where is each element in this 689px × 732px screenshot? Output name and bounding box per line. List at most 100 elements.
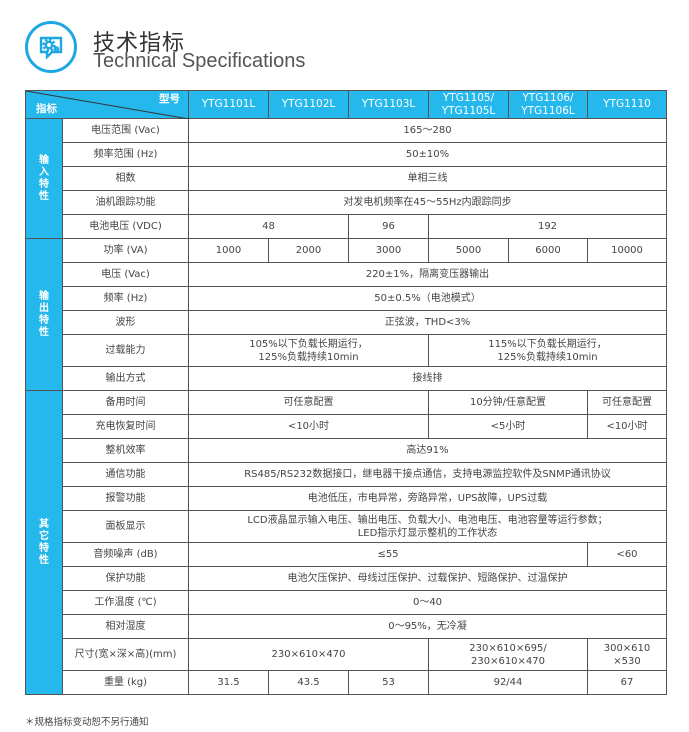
table-row: 波形 正弦波，THD<3% — [26, 310, 667, 335]
page-title: 技术指标 — [93, 31, 186, 56]
spec-label: 输出方式 — [62, 366, 189, 391]
spec-label: 通信功能 — [62, 462, 189, 487]
index-label: 指标 — [36, 103, 57, 115]
spec-label: 过载能力 — [62, 334, 189, 367]
spec-value: 电池低压，市电异常，旁路异常，UPS故障，UPS过载 — [188, 486, 667, 511]
spec-label: 保护功能 — [62, 566, 189, 591]
spec-value: LCD液晶显示输入电压、输出电压、负载大小、电池电压、电池容量等运行参数； LE… — [188, 510, 667, 543]
spec-value: 115%以下负载长期运行， 125%负载持续10min — [428, 334, 667, 367]
spec-value: 正弦波，THD<3% — [188, 310, 667, 335]
table-row: 报警功能 电池低压，市电异常，旁路异常，UPS故障，UPS过载 — [26, 486, 667, 511]
spec-label: 相对湿度 — [62, 614, 189, 639]
model-header: YTG1106/ YTG1106L — [508, 90, 588, 119]
spec-value: 可任意配置 — [188, 390, 429, 415]
model-header: YTG1105/ YTG1105L — [428, 90, 509, 119]
spec-label: 功率 (VA) — [62, 238, 189, 263]
table-row: 油机跟踪功能 对发电机频率在45～55Hz内跟踪同步 — [26, 190, 667, 215]
spec-label: 工作温度 (℃) — [62, 590, 189, 615]
spec-value: 接线排 — [188, 366, 667, 391]
spec-value: <60 — [587, 542, 667, 567]
table-row: 电压 (Vac) 220±1%，隔离变压器输出 — [26, 262, 667, 287]
spec-value: 67 — [587, 670, 667, 695]
spec-value: 31.5 — [188, 670, 269, 695]
spec-value: 43.5 — [268, 670, 349, 695]
spec-value: <10小时 — [587, 414, 667, 439]
spec-value: 92/44 — [428, 670, 588, 695]
spec-value: 电池欠压保护、母线过压保护、过载保护、短路保护、过温保护 — [188, 566, 667, 591]
table-row: 频率 (Hz) 50±0.5%（电池模式） — [26, 286, 667, 311]
table-row: 工作温度 (℃) 0～40 — [26, 590, 667, 615]
spec-label: 频率范围 (Hz) — [62, 142, 189, 167]
corner-header: 型号 指标 — [25, 90, 189, 119]
table-row: 输 出 特 性功率 (VA) 1000 2000 3000 5000 6000 10000 — [25, 238, 667, 391]
spec-value: 50±0.5%（电池模式） — [188, 286, 667, 311]
spec-label: 电压范围 (Vac) — [62, 118, 189, 143]
spec-value: 96 — [348, 214, 429, 239]
spec-label: 备用时间 — [62, 390, 189, 415]
spec-value: 53 — [348, 670, 429, 695]
spec-value: 2000 — [268, 238, 349, 263]
spec-value: <10小时 — [188, 414, 429, 439]
table-row: 尺寸(宽×深×高)(mm) 230×610×470 230×610×695/ 230… — [26, 638, 667, 671]
table-row: 面板显示 LCD液晶显示输入电压、输出电压、负载大小、电池电压、电池容量等运行参数… — [26, 510, 667, 543]
table-row: 相数 单相三线 — [26, 166, 667, 191]
spec-value: 230×610×695/ 230×610×470 — [428, 638, 588, 671]
table-row: 电池电压 (VDC) 48 96 192 — [26, 214, 667, 239]
spec-value: RS485/RS232数据接口，继电器干接点通信，支持电源监控软件及SNMP通讯… — [188, 462, 667, 487]
spec-value: 3000 — [348, 238, 429, 263]
table-row: 输 入 特 性电压范围 (Vac) 165～280 — [25, 118, 667, 239]
spec-value: 10分钟/任意配置 — [428, 390, 588, 415]
spec-label: 报警功能 — [62, 486, 189, 511]
spec-value: 单相三线 — [188, 166, 667, 191]
spec-value: 165～280 — [188, 118, 667, 143]
table-row: 保护功能 电池欠压保护、母线过压保护、过载保护、短路保护、过温保护 — [26, 566, 667, 591]
spec-value: 对发电机频率在45～55Hz内跟踪同步 — [188, 190, 667, 215]
spec-value: 0～40 — [188, 590, 667, 615]
model-header: YTG1103L — [348, 90, 429, 119]
spec-value: 105%以下负载长期运行， 125%负载持续10min — [188, 334, 429, 367]
spec-value: 220±1%，隔离变压器输出 — [188, 262, 667, 287]
spec-value: 300×610 ×530 — [587, 638, 667, 671]
header-row: 型号 指标 YTG1101L YTG1102L YTG1103L YTG1105/ Y… — [25, 90, 667, 119]
table-row: 音频噪声 (dB) ≤55 <60 — [26, 542, 667, 567]
spec-label: 电压 (Vac) — [62, 262, 189, 287]
group-label: 其 它 特 性 — [25, 390, 63, 695]
spec-label: 重量 (kg) — [62, 670, 189, 695]
spec-label: 相数 — [62, 166, 189, 191]
spec-value: 5000 — [428, 238, 509, 263]
table-row: 其 它 特 性备用时间 可任意配置 10分钟/任意配置 可任意配置 — [25, 390, 667, 695]
spec-value: 1000 — [188, 238, 269, 263]
spec-label: 波形 — [62, 310, 189, 335]
spec-label: 油机跟踪功能 — [62, 190, 189, 215]
page-subtitle: Technical Specifications — [93, 50, 306, 72]
spec-table: 型号 指标 YTG1101L YTG1102L YTG1103L YTG1105/ Y… — [25, 90, 667, 695]
spec-value: 6000 — [508, 238, 588, 263]
spec-label: 电池电压 (VDC) — [62, 214, 189, 239]
table-row: 过载能力 105%以下负载长期运行， 125%负载持续10min 115%以下负载长… — [26, 334, 667, 367]
group-label: 输 入 特 性 — [25, 118, 63, 239]
spec-value: 50±10% — [188, 142, 667, 167]
model-header: YTG1102L — [268, 90, 349, 119]
model-header: YTG1110 — [587, 90, 667, 119]
spec-value: 0～95%，无冷凝 — [188, 614, 667, 639]
model-label: 型号 — [159, 93, 180, 105]
spec-label: 尺寸(宽×深×高)(mm) — [62, 638, 189, 671]
table-row: 输出方式 接线排 — [26, 366, 667, 391]
spec-label: 面板显示 — [62, 510, 189, 543]
table-row: 整机效率 高达91% — [26, 438, 667, 463]
spec-label: 频率 (Hz) — [62, 286, 189, 311]
footnote: ＊规格指标变动恕不另行通知 — [25, 717, 149, 728]
table-row: 频率范围 (Hz) 50±10% — [26, 142, 667, 167]
spec-value: 可任意配置 — [587, 390, 667, 415]
group-label: 输 出 特 性 — [25, 238, 63, 391]
table-row: 通信功能 RS485/RS232数据接口，继电器干接点通信，支持电源监控软件及SN… — [26, 462, 667, 487]
model-header: YTG1101L — [188, 90, 269, 119]
diagonal-divider — [26, 91, 189, 119]
table-row: 充电恢复时间 <10小时 <5小时 <10小时 — [26, 414, 667, 439]
spec-value: 10000 — [587, 238, 667, 263]
spec-label: 音频噪声 (dB) — [62, 542, 189, 567]
spec-value: 192 — [428, 214, 667, 239]
table-row: 相对湿度 0～95%，无冷凝 — [26, 614, 667, 639]
spec-value: ≤55 — [188, 542, 588, 567]
spec-label: 充电恢复时间 — [62, 414, 189, 439]
